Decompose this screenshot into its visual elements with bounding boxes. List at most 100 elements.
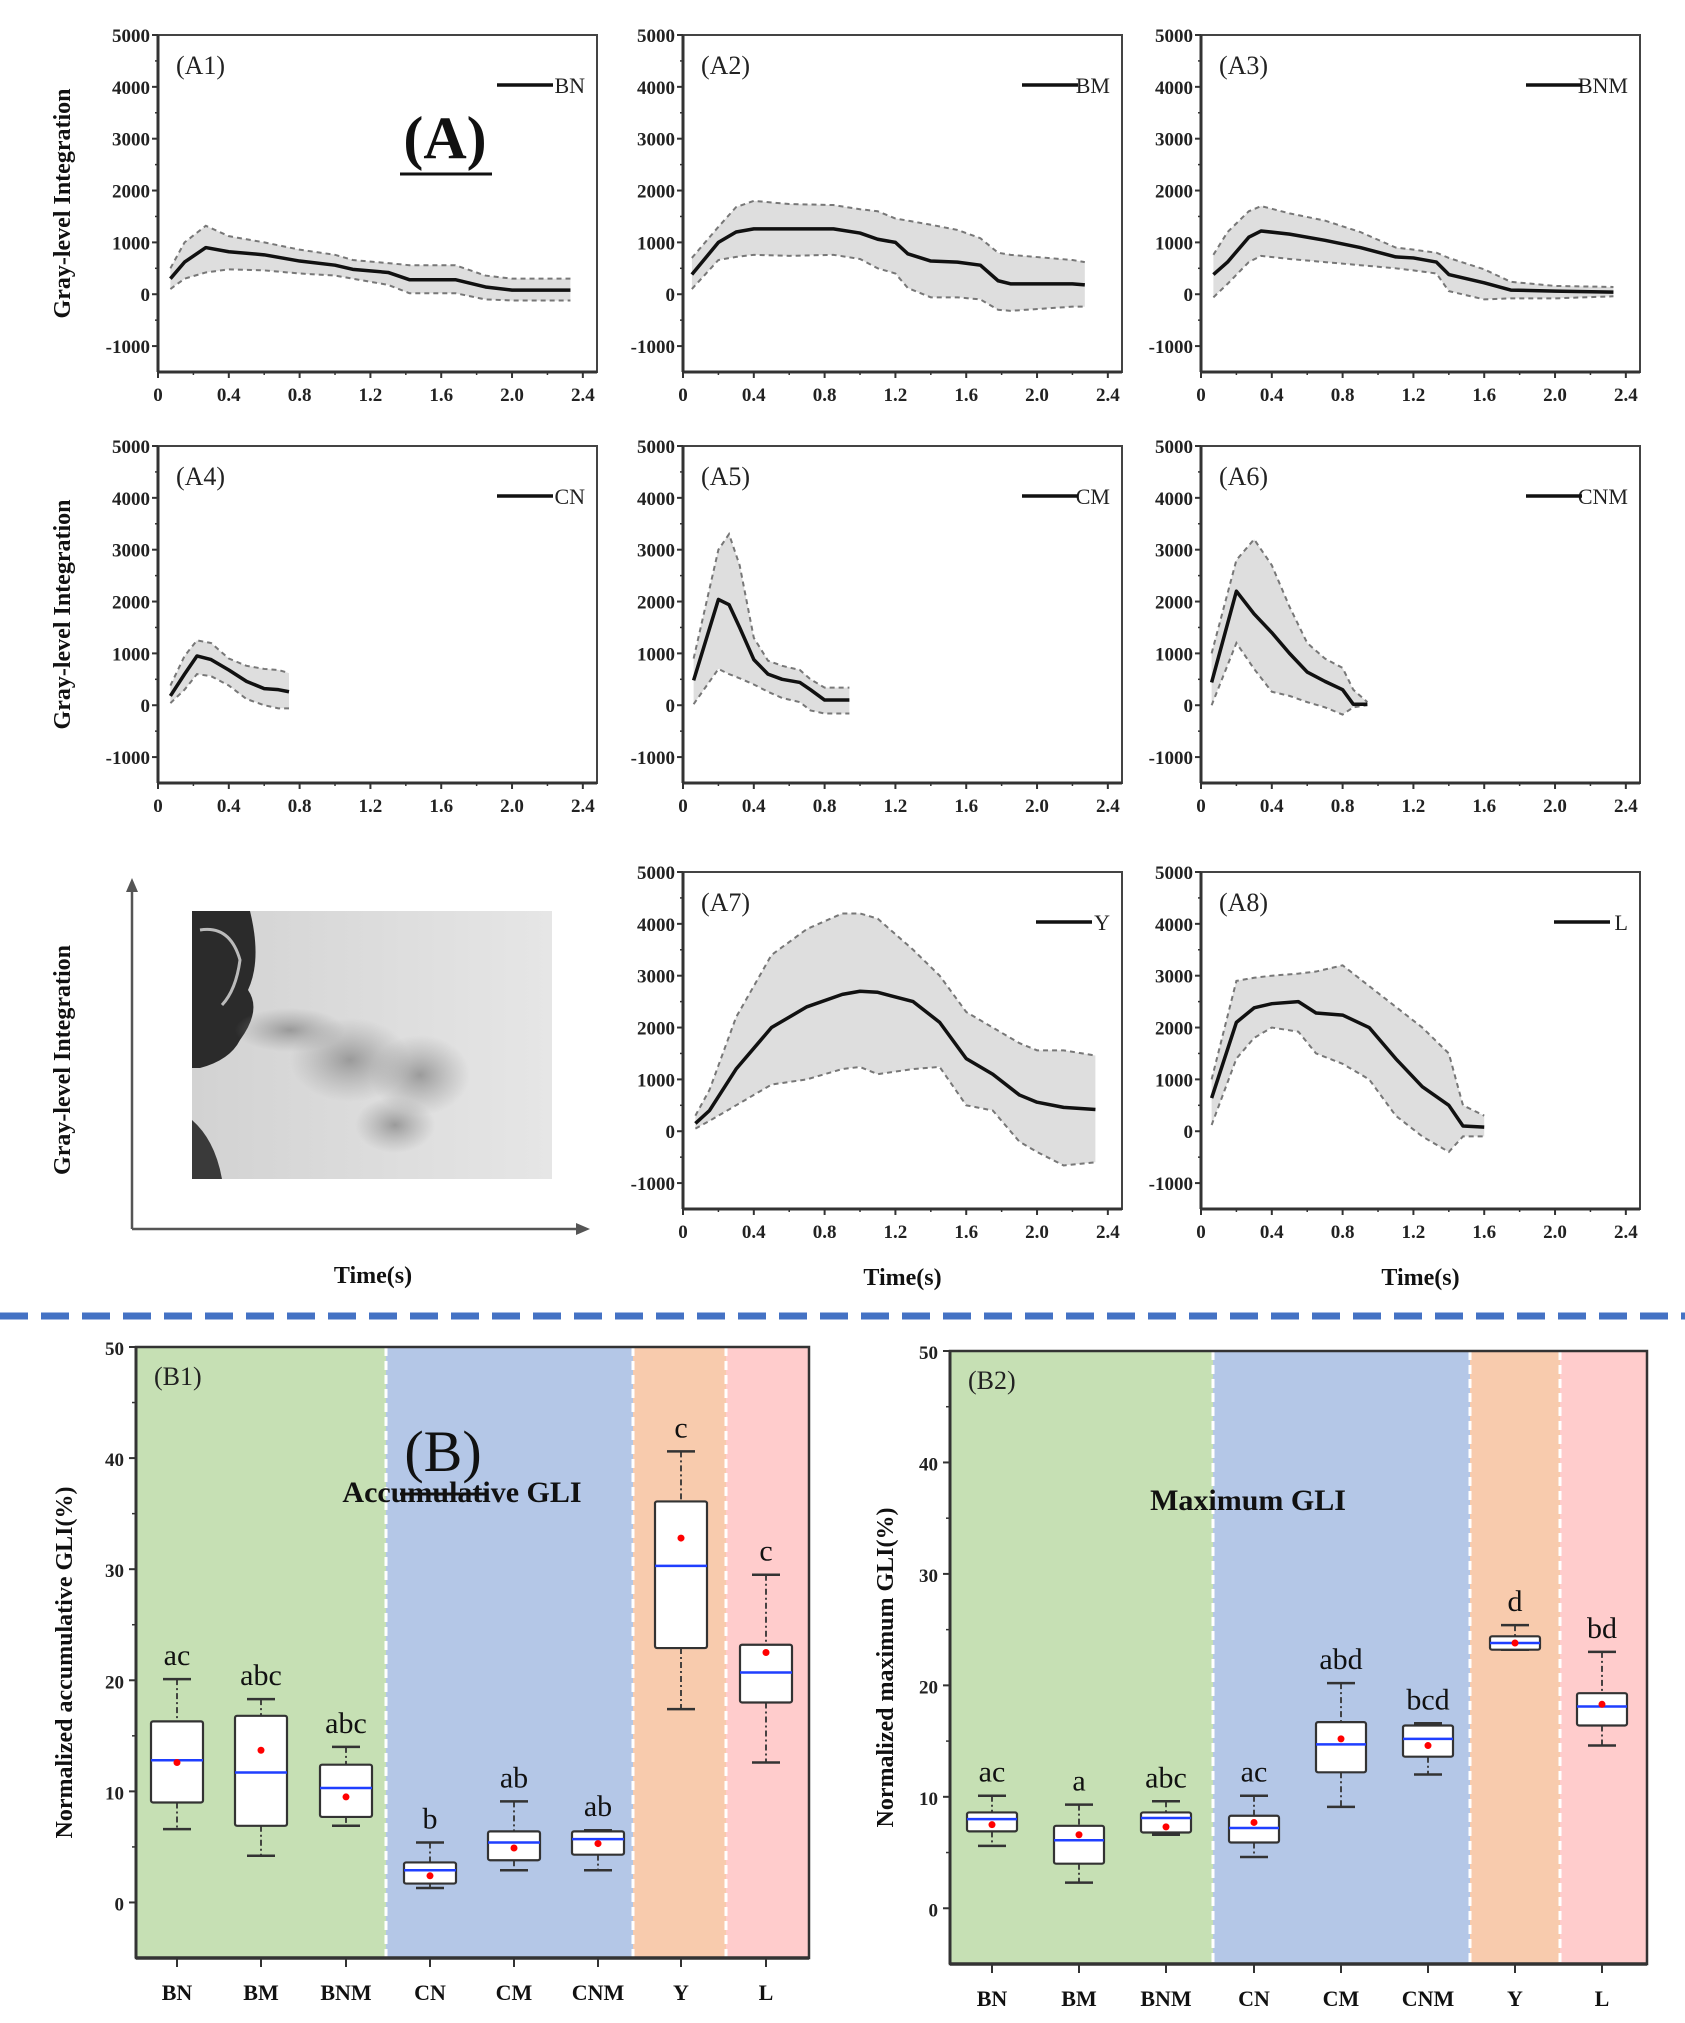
- box-y: d: [1488, 1585, 1542, 1651]
- arrow-right-icon: [576, 1223, 590, 1235]
- y-axis-title: Gray-level Integration: [50, 500, 76, 730]
- y-tick-label: 50: [105, 1339, 124, 1360]
- x-tick-label: 0.8: [1331, 796, 1355, 817]
- y-tick-label: -1000: [1149, 748, 1193, 769]
- category-label: BNM: [1140, 1986, 1192, 2011]
- y-tick-label: 30: [919, 1566, 938, 1587]
- x-tick-label: 0: [678, 796, 688, 817]
- y-tick-label: 20: [919, 1677, 938, 1698]
- box-iqr: [318, 1763, 374, 1819]
- y-axis-title: Normalized accumulative GLI(%): [52, 1487, 78, 1839]
- lower-bound-line: [1212, 254, 1614, 301]
- box-iqr: [1314, 1721, 1368, 1774]
- box-bn: ac: [965, 1756, 1019, 1848]
- mean-line: [691, 597, 850, 702]
- section-a-label: (A): [400, 105, 492, 176]
- y-tick-label: 1000: [1155, 233, 1193, 254]
- x-tick-label: 0.8: [1331, 385, 1355, 406]
- y-tick-label: 3000: [1155, 541, 1193, 562]
- mean-dot: [1598, 1700, 1606, 1708]
- category-label: Y: [673, 1980, 689, 2005]
- mean-dot: [988, 1821, 996, 1829]
- upper-bound-line: [169, 639, 290, 686]
- x-tick-label: 0: [678, 385, 688, 406]
- section-b-title: (B): [404, 1419, 481, 1484]
- y-tick-label: 5000: [637, 863, 675, 884]
- group-background-y: [633, 1347, 726, 1958]
- y-tick-label: 10: [919, 1789, 938, 1810]
- lower-bound-line: [169, 673, 289, 710]
- x-tick-label: 2.0: [1543, 385, 1567, 406]
- x-tick-label: 1.6: [429, 796, 453, 817]
- y-tick-label: 3000: [112, 541, 150, 562]
- panel-a4: 5000 4000 3000 2000 1000 0 -1000 0 0.4 0.8 1.2 1.6 2…: [50, 437, 598, 817]
- legend-label: BM: [1076, 73, 1110, 98]
- y-tick-label: -1000: [106, 337, 150, 358]
- y-tick-label: 30: [105, 1561, 124, 1582]
- x-tick-label: 0.8: [288, 385, 312, 406]
- panel-label: (A7): [701, 888, 750, 917]
- significance-label: bcd: [1406, 1683, 1449, 1716]
- lower-bound-line: [691, 253, 1085, 312]
- x-tick-label: 2.0: [1543, 796, 1567, 817]
- panel-a3: 5000 4000 3000 2000 1000 0 -1000 0 0.4 0.8 1.2 1.6 2…: [1149, 26, 1641, 406]
- y-tick-label: 0: [141, 285, 151, 306]
- y-tick-label: 3000: [112, 130, 150, 151]
- significance-label: ac: [979, 1756, 1006, 1789]
- category-label: L: [1595, 1986, 1610, 2011]
- box-iqr: [233, 1714, 289, 1827]
- upper-bound-line: [1210, 964, 1485, 1117]
- x-tick-label: 1.6: [1472, 796, 1496, 817]
- y-tick-label: 1000: [637, 1070, 675, 1091]
- sd-band: [1211, 539, 1368, 715]
- y-tick-label: 4000: [637, 78, 675, 99]
- x-tick-label: 1.2: [359, 385, 383, 406]
- x-tick-label: 1.6: [429, 385, 453, 406]
- mean-dot: [594, 1840, 602, 1848]
- x-tick-label: 2.0: [1025, 385, 1049, 406]
- y-tick-label: 1000: [112, 233, 150, 254]
- y-tick-label: 5000: [112, 26, 150, 47]
- y-tick-label: 0: [666, 285, 676, 306]
- lower-bound-line: [1210, 640, 1368, 716]
- schematic-x-label: Time(s): [334, 1263, 412, 1289]
- section-b-label: (B): [400, 1419, 488, 1496]
- x-tick-label: 1.2: [884, 796, 908, 817]
- lower-bound-line: [1210, 1026, 1485, 1154]
- x-tick-label: 2.4: [1614, 1222, 1638, 1243]
- y-tick-label: 4000: [112, 489, 150, 510]
- group-background-y: [1470, 1351, 1560, 1964]
- upper-bound-line: [691, 199, 1085, 264]
- box-l: bd: [1575, 1612, 1629, 1747]
- panel-label: (A1): [176, 51, 225, 80]
- x-tick-label: 2.0: [1025, 1222, 1049, 1243]
- x-tick-label: 2.4: [1096, 796, 1120, 817]
- legend-label: BNM: [1578, 73, 1628, 98]
- significance-label: ab: [584, 1790, 612, 1823]
- y-tick-label: -1000: [1149, 337, 1193, 358]
- panel-b2: 50 40 30 20 10 0 ac BN a BM abc BNM ac CN abd CM bcd CNM d…: [873, 1343, 1649, 2011]
- y-tick-label: 20: [105, 1672, 124, 1693]
- significance-label: abc: [240, 1659, 282, 1692]
- x-tick-label: 1.6: [954, 1222, 978, 1243]
- box-iqr: [653, 1500, 709, 1650]
- x-tick-label: 0.8: [813, 1222, 837, 1243]
- mean-dot: [1424, 1742, 1432, 1750]
- mean-dot: [762, 1649, 770, 1656]
- y-tick-label: 3000: [1155, 130, 1193, 151]
- section-b-panels: 50403020100acBNabcBMabcBNMbCNabCMabCNMcY…: [52, 1339, 1649, 2011]
- mean-dot: [677, 1534, 685, 1542]
- panel-label: (A3): [1219, 51, 1268, 80]
- y-tick-label: 3000: [637, 967, 675, 988]
- x-tick-label: 0.4: [1260, 1222, 1284, 1243]
- x-axis-title: Time(s): [1381, 1265, 1459, 1291]
- category-label: Y: [1507, 1986, 1523, 2011]
- y-tick-label: 2000: [637, 182, 675, 203]
- panel-a6: 5000 4000 3000 2000 1000 0 -1000 0 0.4 0.8 1.2 1.6 2…: [1149, 437, 1641, 817]
- significance-label: ab: [500, 1761, 528, 1794]
- y-tick-label: 2000: [112, 182, 150, 203]
- x-tick-label: 2.4: [571, 796, 595, 817]
- box-bn: ac: [149, 1639, 205, 1831]
- y-tick-label: 4000: [112, 78, 150, 99]
- box-cm: ab: [486, 1761, 542, 1872]
